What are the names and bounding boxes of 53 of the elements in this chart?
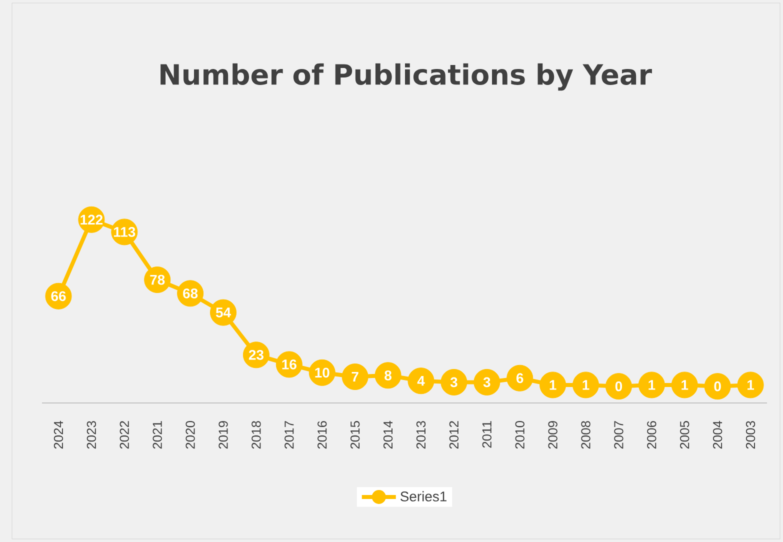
x-tick-label: 2018 [252,421,261,449]
data-label: 1 [682,380,688,390]
x-tick-label: 2019 [218,421,228,449]
x-tick-label: 2016 [318,421,327,449]
x-tick-label: 2010 [515,421,524,449]
point [671,372,698,398]
data-label: 122 [80,214,103,225]
x-tick-label: 2013 [416,421,426,449]
data-label: 3 [450,377,458,388]
data-label: 1 [550,380,556,390]
data-label: 78 [150,274,165,285]
point [342,364,368,390]
point [638,372,665,398]
legend-label: Series1 [400,491,446,502]
data-label: 8 [384,370,392,380]
x-tick-label: 2009 [548,421,558,449]
x-tick-label: 2008 [581,421,590,449]
data-label: 113 [114,226,136,237]
data-label: 16 [282,360,296,370]
x-tick-label: 2014 [383,420,393,449]
data-label: 10 [315,368,330,378]
data-label: 1 [648,380,656,390]
data-label: 68 [183,288,198,298]
x-tick-label: 2006 [647,421,656,449]
data-label: 0 [615,381,622,392]
data-label: 3 [483,377,490,388]
data-label: 4 [417,376,425,386]
data-label: 23 [248,350,264,360]
x-tick-label: 2017 [284,421,294,449]
point [540,372,566,398]
x-tick-label: 2023 [86,421,96,449]
x-tick-label: 2015 [350,421,360,449]
x-tick-label: 2020 [186,421,195,449]
point [737,372,764,398]
data-label: 1 [582,380,590,390]
data-label: 54 [216,308,231,318]
x-tick-label: 2004 [712,420,722,449]
x-tick-label: 2003 [746,421,756,449]
x-tick-label: 2005 [680,421,690,449]
data-label: 7 [352,372,358,382]
point [572,372,600,398]
x-tick-label: 2024 [54,420,64,449]
data-label: 6 [516,373,524,384]
data-label: 1 [748,380,754,390]
data-label: 66 [51,291,66,302]
x-tick-label: 2012 [449,421,459,449]
x-tick-label: 2022 [120,421,129,449]
x-tick-label: 2011 [482,421,492,448]
point [374,362,402,389]
x-tick-label: 2007 [614,421,624,449]
data-label: 0 [714,381,721,392]
chart-title: Number of Publications by Year [160,63,652,91]
x-tick-label: 2021 [152,421,162,449]
